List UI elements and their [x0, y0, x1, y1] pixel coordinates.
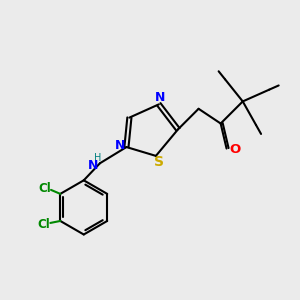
Text: Cl: Cl	[38, 182, 51, 195]
Text: Cl: Cl	[38, 218, 50, 231]
Text: H: H	[94, 153, 101, 163]
Text: N: N	[88, 159, 99, 172]
Text: S: S	[154, 155, 164, 170]
Text: N: N	[115, 139, 125, 152]
Text: O: O	[229, 143, 240, 157]
Text: N: N	[155, 92, 166, 104]
